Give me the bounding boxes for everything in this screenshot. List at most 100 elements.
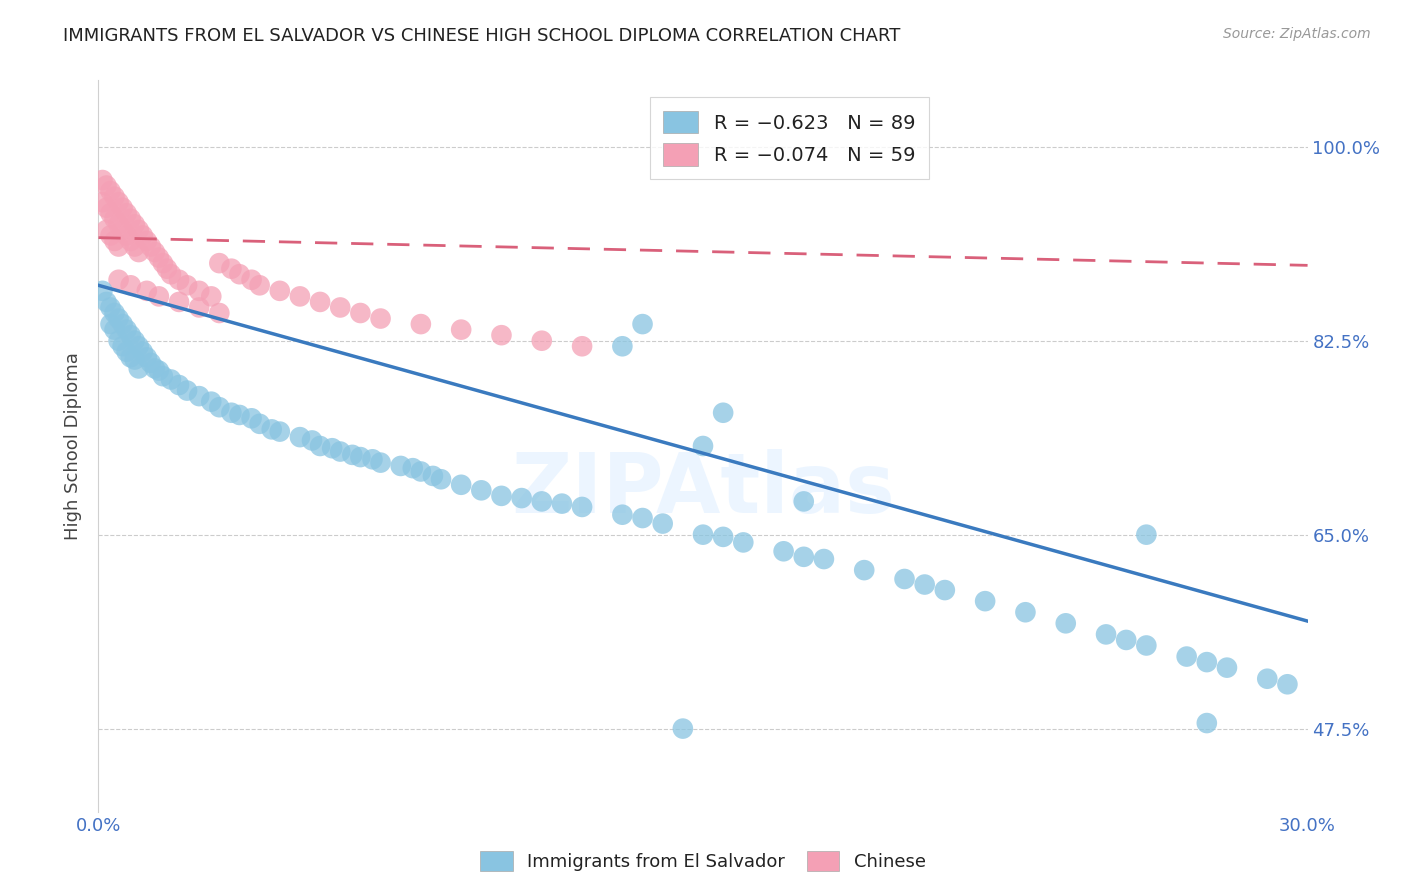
Point [167, 378, 190, 392]
Legend: Immigrants from El Salvador, Chinese: Immigrants from El Salvador, Chinese [472, 844, 934, 879]
Point [934, 583, 956, 598]
Point [100, 184, 122, 198]
Point [152, 369, 174, 384]
Point [240, 411, 263, 425]
Point [813, 552, 835, 566]
Point [148, 251, 170, 265]
Point [148, 289, 170, 303]
Point [128, 245, 150, 260]
Point [321, 441, 343, 455]
Point [188, 389, 211, 403]
Point [107, 239, 129, 253]
Point [409, 465, 432, 479]
Point [128, 223, 150, 237]
Point [100, 301, 122, 315]
Point [793, 494, 815, 508]
Point [200, 289, 222, 303]
Point [188, 301, 211, 315]
Point [571, 339, 593, 353]
Point [96, 294, 118, 309]
Point [249, 278, 271, 293]
Point [631, 511, 654, 525]
Point [188, 284, 211, 298]
Point [269, 425, 291, 439]
Point [893, 572, 915, 586]
Legend: R = −0.623   N = 89, R = −0.074   N = 59: R = −0.623 N = 89, R = −0.074 N = 59 [650, 97, 929, 179]
Point [228, 408, 250, 422]
Point [1195, 655, 1218, 669]
Point [91, 195, 114, 210]
Point [430, 472, 453, 486]
Point [111, 223, 134, 237]
Point [120, 328, 142, 343]
Point [711, 530, 734, 544]
Point [342, 448, 364, 462]
Point [221, 261, 243, 276]
Point [733, 535, 755, 549]
Point [143, 361, 166, 376]
Point [107, 195, 129, 210]
Point [288, 430, 311, 444]
Point [974, 594, 997, 608]
Point [103, 323, 125, 337]
Point [115, 323, 138, 337]
Point [651, 516, 673, 531]
Point [167, 294, 190, 309]
Point [96, 223, 118, 237]
Point [361, 452, 384, 467]
Point [612, 508, 634, 522]
Y-axis label: High School Diploma: High School Diploma [65, 352, 83, 540]
Point [124, 218, 146, 232]
Point [389, 458, 412, 473]
Point [551, 497, 574, 511]
Point [1054, 616, 1077, 631]
Point [103, 234, 125, 248]
Point [1216, 660, 1239, 674]
Point [208, 306, 231, 320]
Point [240, 273, 263, 287]
Point [329, 301, 352, 315]
Text: ZIPAtlas: ZIPAtlas [510, 450, 896, 531]
Point [107, 273, 129, 287]
Point [914, 577, 936, 591]
Point [288, 289, 311, 303]
Point [301, 434, 323, 448]
Point [124, 352, 146, 367]
Point [772, 544, 794, 558]
Point [1095, 627, 1118, 641]
Point [103, 189, 125, 203]
Point [228, 267, 250, 281]
Point [470, 483, 492, 498]
Point [107, 311, 129, 326]
Point [329, 444, 352, 458]
Point [1115, 632, 1137, 647]
Point [111, 339, 134, 353]
Point [711, 406, 734, 420]
Point [135, 284, 157, 298]
Point [631, 317, 654, 331]
Point [103, 306, 125, 320]
Point [120, 211, 142, 226]
Point [208, 401, 231, 415]
Point [1277, 677, 1299, 691]
Point [571, 500, 593, 514]
Point [491, 328, 513, 343]
Point [115, 206, 138, 220]
Point [143, 245, 166, 260]
Point [160, 372, 183, 386]
Point [107, 218, 129, 232]
Point [309, 439, 332, 453]
Point [103, 211, 125, 226]
Point [152, 256, 174, 270]
Point [91, 173, 114, 187]
Point [221, 406, 243, 420]
Point [135, 234, 157, 248]
Point [115, 344, 138, 359]
Point [176, 278, 198, 293]
Point [530, 494, 553, 508]
Point [120, 278, 142, 293]
Point [491, 489, 513, 503]
Point [510, 491, 533, 505]
Point [91, 284, 114, 298]
Point [853, 563, 876, 577]
